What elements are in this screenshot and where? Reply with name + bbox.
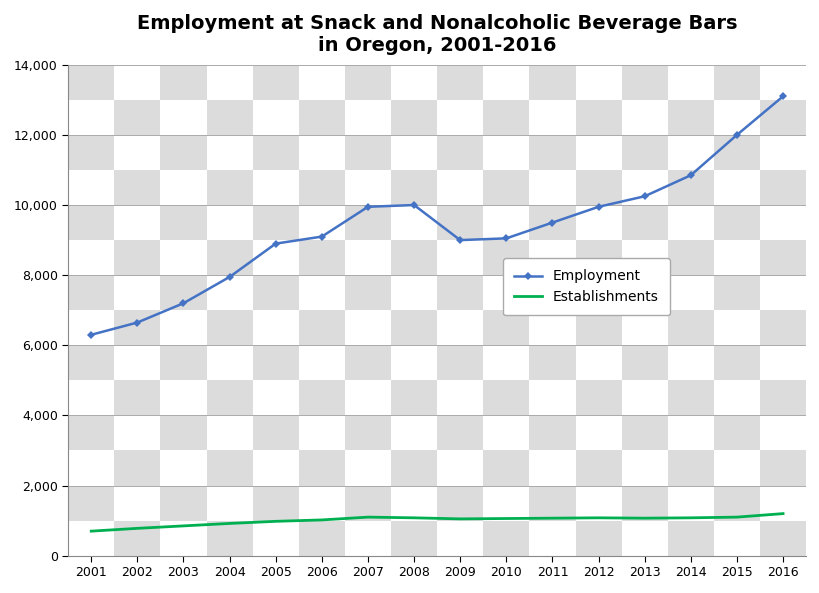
Employment — [500, 235, 510, 242]
Employment — [547, 219, 557, 226]
Establishments — [316, 517, 326, 524]
Legend: Employment, Establishments: Employment, Establishments — [503, 259, 669, 315]
Employment — [777, 93, 787, 100]
Establishments — [547, 515, 557, 522]
Employment — [409, 202, 419, 209]
Employment — [86, 331, 96, 339]
Employment — [316, 233, 326, 240]
Employment — [224, 273, 234, 280]
Employment — [133, 319, 143, 326]
Establishments — [179, 522, 188, 530]
Employment — [179, 299, 188, 307]
Establishments — [500, 515, 510, 522]
Establishments — [777, 510, 787, 517]
Title: Employment at Snack and Nonalcoholic Beverage Bars
in Oregon, 2001-2016: Employment at Snack and Nonalcoholic Bev… — [137, 14, 736, 55]
Establishments — [270, 518, 280, 525]
Employment — [363, 203, 373, 211]
Establishments — [133, 525, 143, 532]
Establishments — [224, 520, 234, 527]
Establishments — [685, 514, 695, 521]
Line: Employment: Employment — [88, 93, 785, 338]
Employment — [593, 203, 603, 211]
Line: Establishments: Establishments — [91, 514, 782, 531]
Establishments — [731, 514, 741, 521]
Establishments — [86, 528, 96, 535]
Employment — [639, 193, 649, 200]
Employment — [731, 132, 741, 139]
Employment — [685, 172, 695, 179]
Establishments — [363, 514, 373, 521]
Employment — [270, 240, 280, 247]
Establishments — [455, 515, 464, 522]
Establishments — [409, 514, 419, 521]
Establishments — [593, 514, 603, 521]
Employment — [455, 237, 464, 244]
Establishments — [639, 515, 649, 522]
